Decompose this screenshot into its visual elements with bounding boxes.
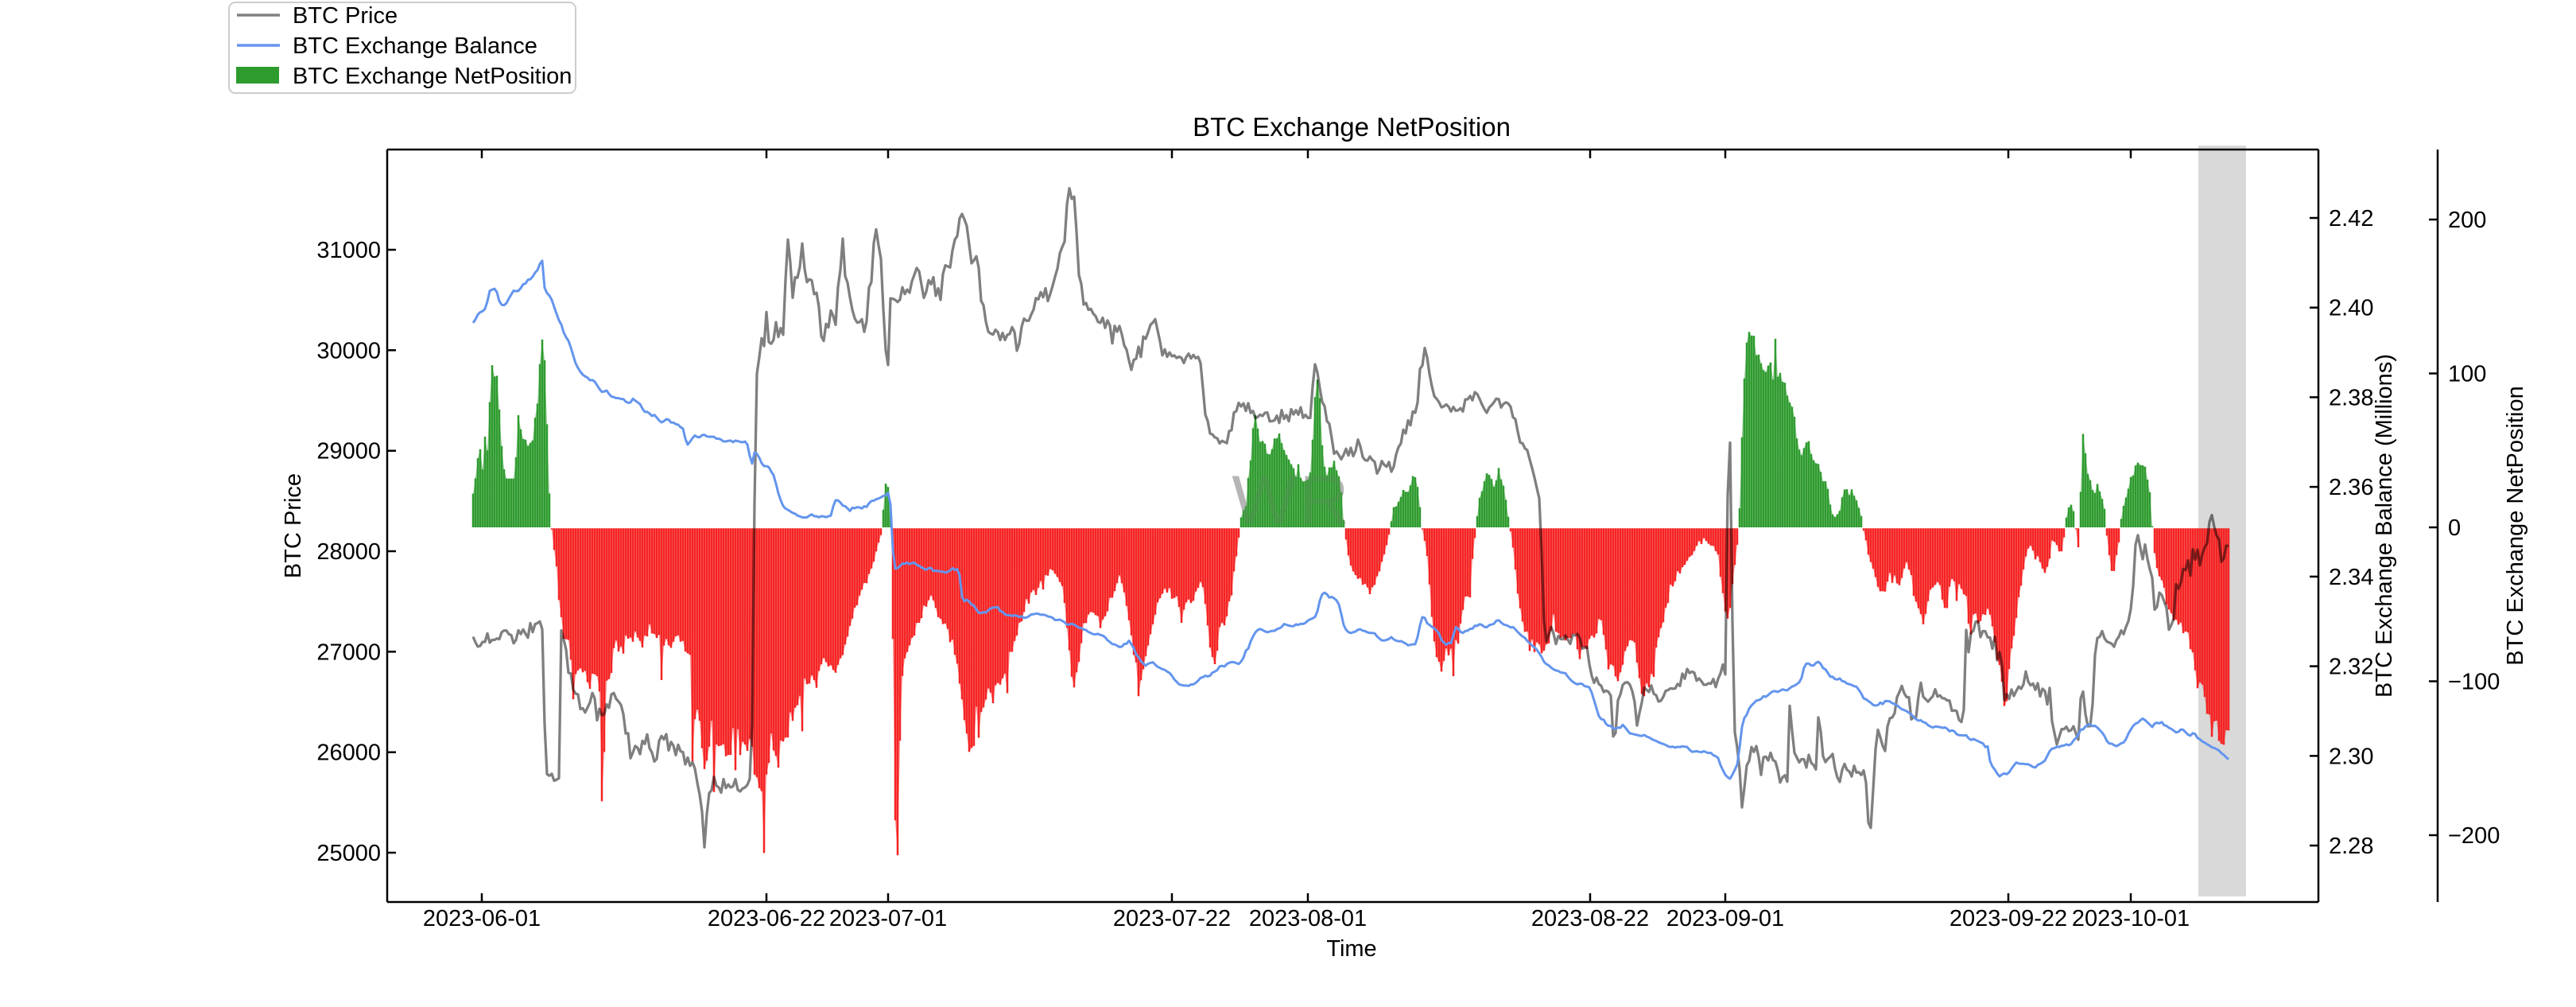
svg-text:2023-07-22: 2023-07-22: [1113, 906, 1231, 931]
svg-text:WR: WR: [1232, 462, 1352, 538]
svg-text:BTC Exchange Balance (Millions: BTC Exchange Balance (Millions): [2372, 354, 2397, 698]
svg-text:Time: Time: [1326, 936, 1376, 962]
svg-text:BTC Exchange NetPosition: BTC Exchange NetPosition: [1193, 112, 1511, 142]
svg-text:2.34: 2.34: [2329, 565, 2373, 590]
svg-text:100: 100: [2448, 362, 2486, 387]
svg-text:BTC Price: BTC Price: [293, 3, 398, 29]
svg-text:29000: 29000: [316, 439, 381, 465]
svg-text:BTC Exchange NetPosition: BTC Exchange NetPosition: [293, 64, 572, 89]
svg-text:2023-10-01: 2023-10-01: [2072, 906, 2190, 931]
svg-text:28000: 28000: [316, 539, 381, 565]
svg-text:2.32: 2.32: [2329, 655, 2373, 680]
svg-text:2023-06-01: 2023-06-01: [423, 906, 541, 931]
svg-text:200: 200: [2448, 208, 2486, 233]
svg-text:27000: 27000: [316, 640, 381, 665]
svg-text:2023-08-01: 2023-08-01: [1249, 906, 1367, 931]
svg-text:2.38: 2.38: [2329, 385, 2373, 410]
svg-text:25000: 25000: [316, 841, 381, 866]
svg-text:BTC Price: BTC Price: [281, 473, 306, 578]
svg-text:BTC Exchange NetPosition: BTC Exchange NetPosition: [2503, 386, 2528, 665]
svg-text:−100: −100: [2448, 670, 2500, 695]
svg-text:BTC Exchange Balance: BTC Exchange Balance: [293, 33, 537, 59]
svg-text:31000: 31000: [316, 238, 381, 263]
svg-text:2.42: 2.42: [2329, 206, 2373, 231]
svg-text:2.36: 2.36: [2329, 475, 2373, 500]
svg-text:2023-08-22: 2023-08-22: [1531, 906, 1649, 931]
svg-text:2023-09-01: 2023-09-01: [1666, 906, 1784, 931]
svg-text:2023-06-22: 2023-06-22: [708, 906, 825, 931]
svg-text:30000: 30000: [316, 338, 381, 364]
svg-text:2023-07-01: 2023-07-01: [829, 906, 947, 931]
svg-text:26000: 26000: [316, 741, 381, 766]
svg-text:2.40: 2.40: [2329, 296, 2373, 321]
svg-text:2.30: 2.30: [2329, 744, 2373, 769]
svg-text:2.28: 2.28: [2329, 834, 2373, 859]
svg-text:2023-09-22: 2023-09-22: [1949, 906, 2067, 931]
svg-text:−200: −200: [2448, 823, 2500, 849]
svg-text:0: 0: [2448, 515, 2461, 541]
